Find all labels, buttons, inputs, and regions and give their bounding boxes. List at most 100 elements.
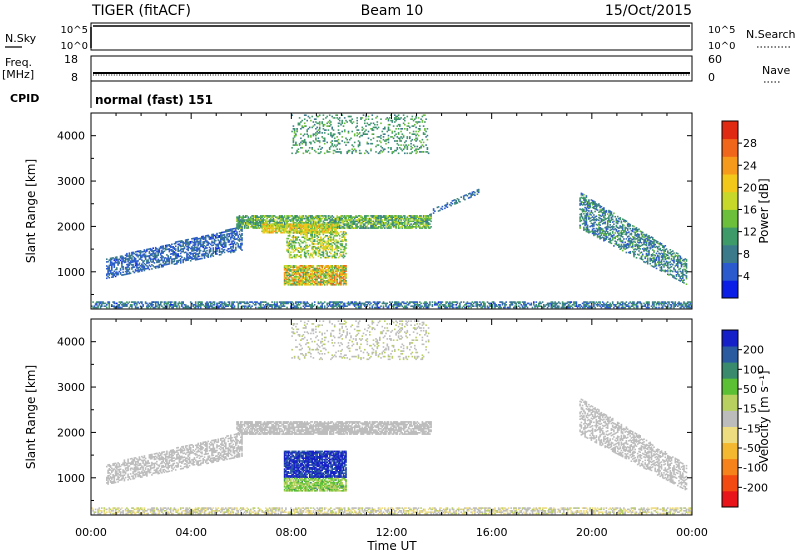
power-echo-cell	[120, 272, 122, 274]
power-echo-cell	[531, 303, 533, 305]
power-echo-cell	[214, 242, 216, 244]
power-echo-cell	[453, 307, 455, 309]
power-echo-cell	[159, 305, 161, 307]
power-echo-cell	[552, 304, 554, 306]
power-echo-cell	[324, 241, 326, 243]
power-echo-cell	[238, 304, 240, 306]
power-echo-cell	[275, 231, 277, 233]
power-echo-cell	[315, 251, 317, 253]
power-echo-cell	[298, 272, 300, 274]
power-echo-cell	[129, 252, 131, 254]
power-echo-cell	[442, 209, 444, 211]
power-echo-cell	[611, 304, 613, 306]
power-echo-cell	[152, 247, 154, 249]
power-echo-cell	[319, 253, 321, 255]
power-echo-cell	[201, 301, 203, 303]
power-echo-cell	[373, 221, 375, 223]
power-echo-cell	[450, 205, 452, 207]
power-echo-cell	[253, 218, 255, 220]
power-echo-cell	[344, 256, 346, 258]
power-echo-cell	[161, 301, 163, 303]
power-echo-cell	[333, 238, 335, 240]
power-echo-cell	[224, 249, 226, 251]
power-echo-cell	[149, 251, 151, 253]
power-echo-cell	[280, 304, 282, 306]
power-echo-cell	[429, 223, 431, 225]
power-echo-cell	[300, 231, 302, 233]
power-echo-cell	[175, 304, 177, 306]
power-echo-cell	[169, 260, 171, 262]
power-echo-cell	[333, 216, 335, 218]
power-echo-cell	[314, 241, 316, 243]
power-echo-cell	[346, 305, 348, 307]
power-echo-cell	[298, 236, 300, 238]
power-echo-cell	[433, 212, 435, 214]
power-echo-cell	[330, 241, 332, 243]
power-echo-cell	[289, 234, 291, 236]
power-echo-cell	[129, 301, 131, 303]
power-echo-cell	[345, 241, 347, 243]
power-echo-cell	[311, 304, 313, 306]
power-echo-cell	[598, 304, 600, 306]
power-echo-cell	[195, 255, 197, 257]
power-echo-cell	[159, 250, 161, 252]
power-echo-cell	[345, 283, 347, 285]
power-echo-cell	[653, 304, 655, 306]
power-echo-cell	[276, 304, 278, 306]
power-echo-cell	[318, 236, 320, 238]
power-echo-cell	[474, 192, 476, 194]
power-echo-cell	[241, 244, 243, 246]
power-echo-cell	[326, 304, 328, 306]
power-echo-cell	[214, 307, 216, 309]
power-echo-cell	[310, 241, 312, 243]
power-echo-cell	[334, 272, 336, 274]
power-echo-cell	[648, 301, 650, 303]
power-echo-cell	[164, 304, 166, 306]
power-echo-cell	[463, 301, 465, 303]
power-echo-cell	[345, 247, 347, 249]
power-echo-cell	[243, 218, 245, 220]
power-echo-cell	[129, 267, 131, 269]
power-echo-cell	[131, 304, 133, 306]
power-echoes	[91, 114, 692, 308]
power-echo-cell	[241, 234, 243, 236]
power-echo-cell	[314, 304, 316, 306]
power-echo-cell	[248, 226, 250, 228]
power-echo-cell	[101, 305, 103, 307]
power-echo-cell	[370, 303, 372, 305]
power-echo-cell	[390, 226, 392, 228]
power-echo-cell	[184, 246, 186, 248]
power-echo-cell	[502, 304, 504, 306]
power-echo-cell	[417, 301, 419, 303]
power-echo-cell	[293, 125, 295, 127]
power-echo-cell	[408, 222, 410, 224]
power-echo-cell	[473, 305, 475, 307]
power-echo-cell	[300, 251, 302, 253]
power-echo-cell	[309, 272, 311, 274]
power-echo-cell	[159, 265, 161, 267]
power-echo-cell	[305, 242, 307, 244]
nsky-left-tick-top: 10^5	[61, 25, 88, 36]
power-echo-cell	[430, 226, 432, 228]
power-echo-cell	[377, 304, 379, 306]
power-echo-cell	[274, 219, 276, 221]
power-echo-cell	[389, 222, 391, 224]
nsky-right-tick-top: 10^5	[708, 25, 735, 36]
power-echo-cell	[159, 261, 161, 263]
power-echo-cell	[313, 257, 315, 259]
power-echo-cell	[303, 247, 305, 249]
power-echo-cell	[216, 249, 218, 251]
power-echo-cell	[99, 304, 101, 306]
power-echo-cell	[295, 153, 297, 155]
power-echo-cell	[460, 196, 462, 198]
power-echo-cell	[362, 222, 364, 224]
power-echo-cell	[345, 273, 347, 275]
power-echo-cell	[216, 251, 218, 253]
power-echo-cell	[339, 304, 341, 306]
power-echo-cell	[527, 307, 529, 309]
freq-frame	[91, 56, 692, 81]
power-echo-cell	[447, 202, 449, 204]
power-echo-cell	[293, 219, 295, 221]
power-echo-cell	[215, 240, 217, 242]
power-echo-cell	[295, 247, 297, 249]
